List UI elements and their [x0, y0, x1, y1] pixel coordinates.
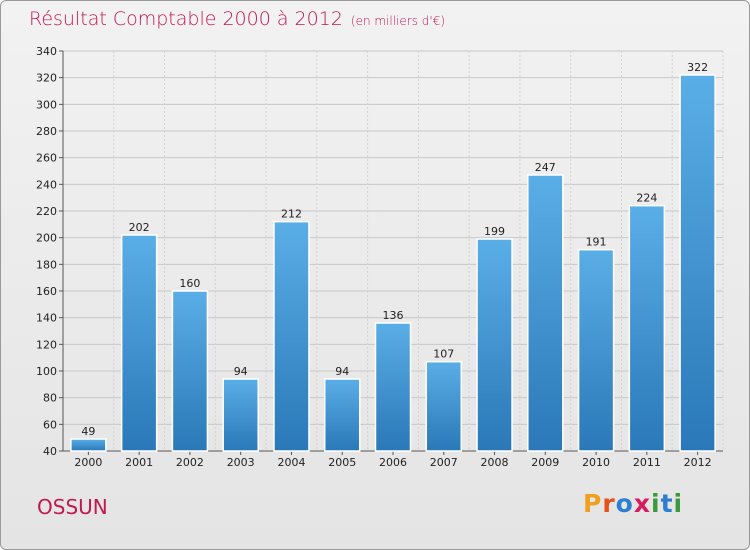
- data-label-2011: 224: [636, 192, 657, 205]
- data-label-2010: 191: [586, 236, 607, 249]
- x-tick-label-2004: 2004: [277, 456, 305, 469]
- x-tick-label-2003: 2003: [227, 456, 255, 469]
- bar-2000: [70, 438, 107, 452]
- logo-letter: o: [615, 489, 634, 518]
- logo-letter: P: [583, 489, 603, 518]
- logo-letter: i: [651, 489, 661, 518]
- x-tick-label-2011: 2011: [633, 456, 661, 469]
- x-tick-label-2007: 2007: [430, 456, 458, 469]
- data-label-2012: 322: [687, 61, 708, 74]
- y-tick-label: 320: [36, 72, 57, 85]
- data-label-2005: 94: [335, 365, 349, 378]
- data-label-2006: 136: [383, 309, 404, 322]
- x-tick-label-2010: 2010: [582, 456, 610, 469]
- data-label-2000: 49: [81, 425, 95, 438]
- bar-2001: [120, 234, 158, 452]
- x-tick-label-2008: 2008: [481, 456, 509, 469]
- y-tick-label: 280: [36, 125, 57, 138]
- data-label-2009: 247: [535, 161, 556, 174]
- location-name: OSSUN: [37, 495, 108, 519]
- y-tick-label: 60: [43, 418, 57, 431]
- y-tick-label: 300: [36, 98, 57, 111]
- y-tick-label: 120: [36, 338, 57, 351]
- y-tick-label: 80: [43, 392, 57, 405]
- data-label-2004: 212: [281, 208, 302, 221]
- y-tick-label: 40: [43, 445, 57, 458]
- data-label-2003: 94: [234, 365, 248, 378]
- y-tick-label: 180: [36, 258, 57, 271]
- bar-2011: [628, 204, 666, 452]
- logo-letter: x: [633, 489, 651, 518]
- data-label-2007: 107: [433, 348, 454, 361]
- bar-2003: [222, 378, 259, 452]
- data-label-2001: 202: [129, 221, 150, 234]
- bar-2007: [425, 360, 463, 452]
- logo-letter: t: [660, 489, 674, 518]
- bar-2004: [273, 220, 310, 452]
- chart-title: Résultat Comptable 2000 à 2012 (en millie…: [29, 8, 445, 30]
- bars: [70, 74, 716, 452]
- chart-subtitle: (en milliers d'€): [350, 14, 446, 28]
- bar-2006: [374, 322, 412, 452]
- chart-title-text: Résultat Comptable 2000 à 2012: [29, 8, 343, 30]
- data-label-2002: 160: [179, 277, 200, 290]
- x-tick-label-2000: 2000: [74, 456, 102, 469]
- y-tick-label: 260: [36, 152, 57, 165]
- bar-2005: [323, 378, 361, 452]
- x-tick-label-2005: 2005: [328, 456, 356, 469]
- y-tick-label: 160: [36, 285, 57, 298]
- y-tick-label: 220: [36, 205, 57, 218]
- x-tick-label-2012: 2012: [684, 456, 712, 469]
- bar-2010: [577, 248, 615, 452]
- labels: 49 202 160 94 212 94 136 107 199 247 191 224 322: [81, 61, 708, 438]
- data-label-2008: 199: [484, 225, 505, 238]
- proxiti-logo: Proxiti: [583, 489, 683, 518]
- y-tick-label: 140: [36, 312, 57, 325]
- logo-letter: r: [602, 489, 616, 518]
- x-tick-label-2001: 2001: [125, 456, 153, 469]
- bar-2008: [476, 238, 513, 452]
- logo-letter: i: [673, 489, 684, 518]
- x-tick-label-2006: 2006: [379, 456, 407, 469]
- y-tick-label: 240: [36, 178, 57, 191]
- y-tick-label: 100: [36, 365, 57, 378]
- y-tick-label: 340: [36, 45, 57, 58]
- bar-2002: [171, 290, 209, 452]
- x-tick-label-2009: 2009: [531, 456, 559, 469]
- bar-2009: [527, 174, 564, 452]
- x-tick-label-2002: 2002: [176, 456, 204, 469]
- y-tick-label: 200: [36, 232, 57, 245]
- bar-2012: [679, 74, 716, 452]
